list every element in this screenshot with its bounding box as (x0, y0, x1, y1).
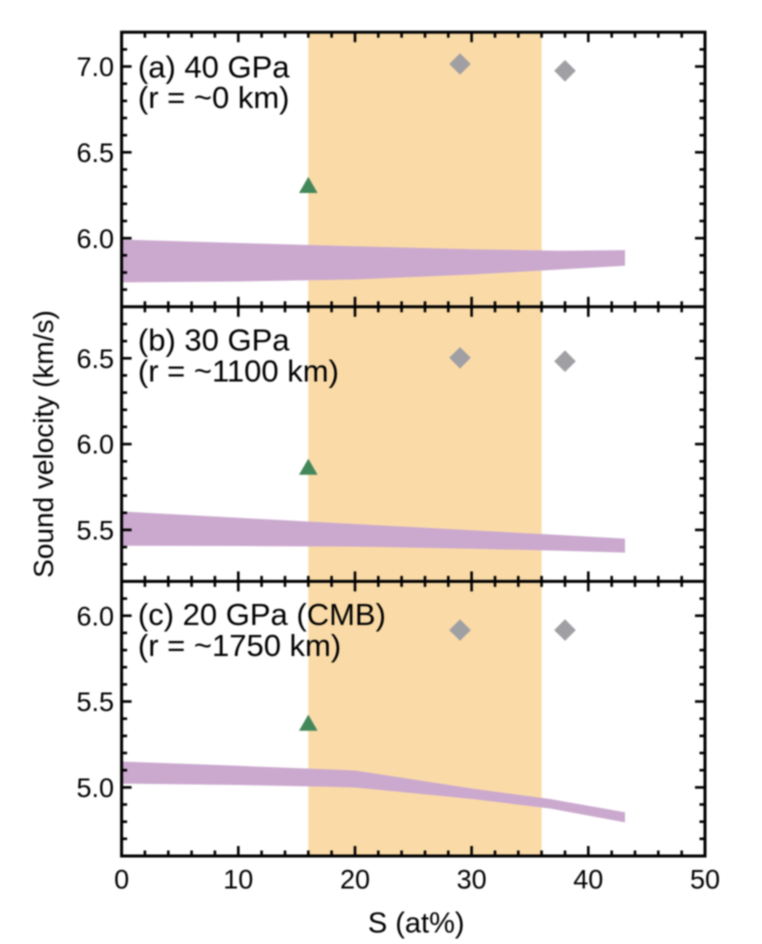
svg-text:40: 40 (573, 865, 603, 895)
svg-text:5.5: 5.5 (76, 516, 114, 546)
svg-text:S (at%): S (at%) (368, 908, 465, 940)
svg-text:6.0: 6.0 (76, 224, 114, 254)
svg-text:6.5: 6.5 (76, 138, 114, 168)
svg-text:20: 20 (340, 865, 370, 895)
svg-text:7.0: 7.0 (76, 52, 114, 82)
svg-text:Sound velocity (km/s): Sound velocity (km/s) (28, 310, 59, 578)
svg-text:6.5: 6.5 (76, 344, 114, 374)
svg-text:(r = ~1750 km): (r = ~1750 km) (138, 628, 341, 663)
svg-text:(r = ~0 km): (r = ~0 km) (138, 80, 290, 115)
svg-text:5.0: 5.0 (76, 773, 114, 803)
svg-text:30: 30 (457, 865, 487, 895)
svg-text:5.5: 5.5 (76, 687, 114, 717)
svg-text:6.0: 6.0 (76, 430, 114, 460)
svg-text:(b) 30 GPa: (b) 30 GPa (138, 323, 290, 358)
svg-text:0: 0 (114, 865, 129, 895)
svg-text:6.0: 6.0 (76, 601, 114, 631)
svg-text:50: 50 (690, 865, 720, 895)
svg-text:(c) 20 GPa (CMB): (c) 20 GPa (CMB) (138, 597, 386, 632)
svg-text:10: 10 (223, 865, 253, 895)
svg-text:(a) 40 GPa: (a) 40 GPa (138, 50, 290, 85)
svg-text:(r = ~1100 km): (r = ~1100 km) (138, 354, 339, 389)
